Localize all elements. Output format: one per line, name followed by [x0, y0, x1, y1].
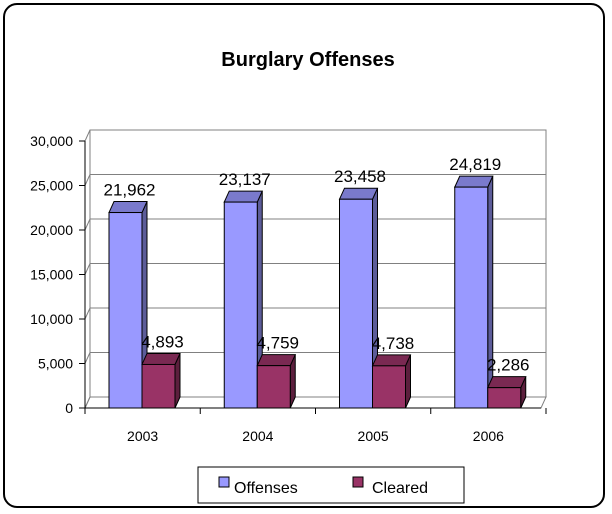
bar-top — [486, 376, 527, 389]
plot-area: 0 5,000 10,000 15,000 20,000 25,000 30,000 2003… — [30, 129, 547, 444]
data-label: 2,286 — [487, 356, 530, 375]
data-label: 4,893 — [141, 332, 184, 351]
y-tick-label: 25,000 — [30, 178, 73, 194]
bar-cleared — [487, 387, 522, 409]
bar-offenses — [454, 186, 489, 409]
legend-label: Offenses — [234, 480, 298, 497]
bar-top — [256, 354, 297, 367]
y-tick-label: 10,000 — [30, 311, 73, 327]
y-tick-label: 30,000 — [30, 133, 73, 149]
bar-top — [453, 175, 494, 188]
data-label: 21,962 — [104, 181, 156, 200]
gridline-depth — [84, 218, 91, 231]
y-tick-label: 0 — [65, 400, 73, 416]
data-label: 24,819 — [449, 155, 501, 174]
legend-label: Cleared — [372, 480, 428, 497]
y-tick-label: 20,000 — [30, 222, 73, 238]
legend-swatch — [218, 476, 230, 488]
legend: Offenses Cleared — [197, 466, 465, 504]
gridline-depth — [84, 263, 91, 275]
bar-top — [338, 187, 379, 200]
x-tick-label: 2003 — [127, 428, 158, 444]
chart-title: Burglary Offenses — [221, 49, 394, 71]
x-tick-label: 2005 — [358, 428, 389, 444]
gridline-depth — [84, 352, 91, 364]
bar-offenses — [339, 198, 373, 409]
x-tick-label: 2006 — [473, 428, 504, 444]
bar-offenses — [108, 212, 143, 409]
bar-top — [371, 354, 412, 367]
bar-cleared — [256, 365, 291, 409]
bar-offenses — [223, 201, 258, 409]
y-tick-label: 15,000 — [30, 267, 73, 283]
data-label: 4,738 — [372, 334, 415, 353]
bar-top — [141, 352, 181, 365]
bar-top — [108, 201, 148, 214]
bar-cleared — [372, 365, 406, 409]
gridline-depth — [84, 396, 91, 409]
bar-top — [223, 190, 264, 203]
legend-swatch — [352, 476, 364, 488]
y-tick-label: 5,000 — [38, 356, 73, 372]
gridline-depth — [84, 307, 91, 320]
legend-box — [197, 466, 465, 504]
gridline-depth — [84, 129, 91, 142]
bar-cleared — [141, 363, 176, 409]
gridline-depth — [84, 174, 91, 186]
data-label: 4,759 — [256, 334, 299, 353]
data-label: 23,458 — [334, 167, 386, 186]
x-tick-label: 2004 — [242, 428, 273, 444]
data-label: 23,137 — [219, 170, 271, 189]
